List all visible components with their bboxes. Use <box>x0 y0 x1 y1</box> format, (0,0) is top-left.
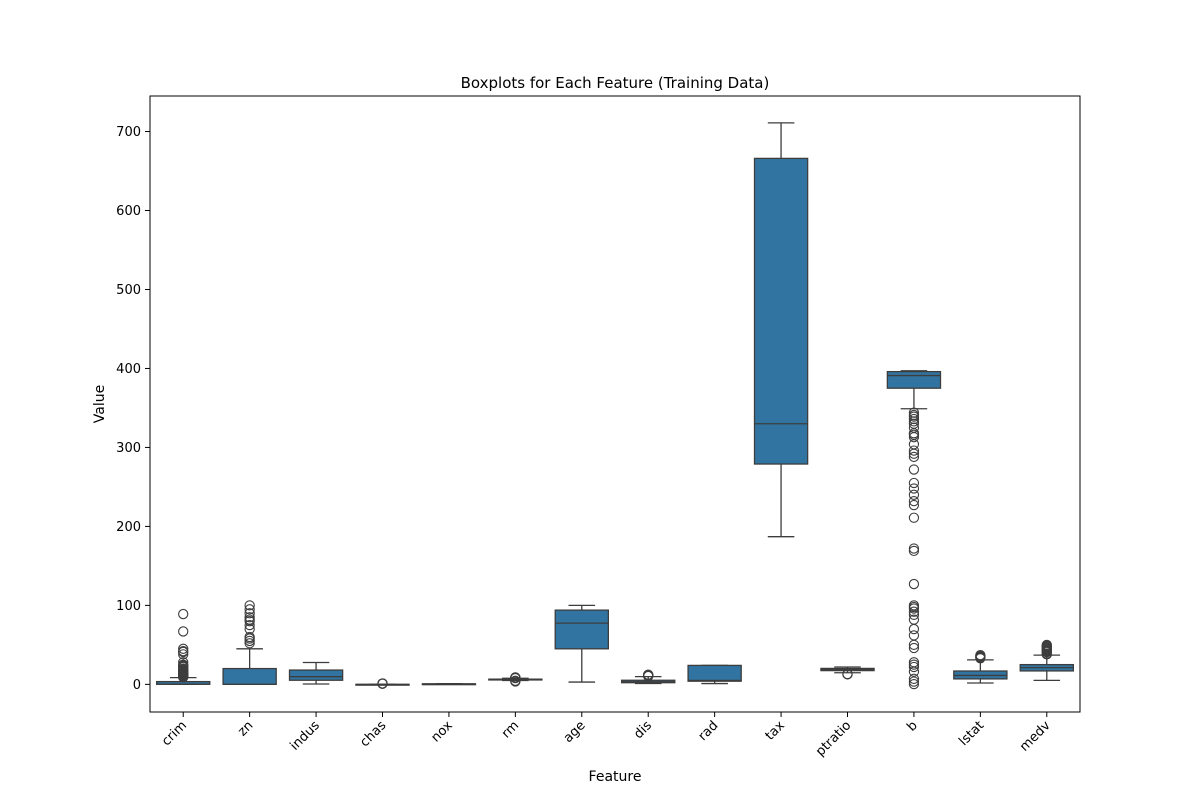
outlier-b <box>908 543 920 554</box>
outlier-b <box>908 630 920 641</box>
x-tick-label: dis <box>631 718 655 742</box>
y-tick-label: 0 <box>133 678 141 693</box>
box-b <box>886 370 942 389</box>
x-tick-label: b <box>904 718 920 734</box>
outlier-zn <box>244 638 255 649</box>
outlier-b <box>908 413 920 425</box>
outlier-crim <box>178 657 189 668</box>
outlier-b <box>908 606 920 617</box>
outlier-b <box>908 409 920 421</box>
y-tick-label: 400 <box>116 362 141 377</box>
outlier-crim <box>178 646 189 657</box>
outlier-b <box>908 451 920 463</box>
outlier-b <box>908 477 920 489</box>
outlier-zn <box>244 631 255 643</box>
outlier-b <box>908 578 920 590</box>
outlier-crim <box>178 626 189 637</box>
outlier-zn <box>244 635 255 647</box>
y-tick-label: 600 <box>116 204 141 219</box>
outlier-b <box>908 464 920 475</box>
x-tick-label: rad <box>696 718 722 744</box>
outlier-b <box>908 673 920 684</box>
plot-frame <box>149 95 1081 713</box>
outlier-ptratio <box>842 668 853 680</box>
outlier-b <box>908 623 920 635</box>
outlier-b <box>908 545 920 557</box>
outlier-zn <box>244 619 255 631</box>
outlier-rm <box>510 675 521 686</box>
outlier-b <box>908 489 920 500</box>
x-tick-label: indus <box>287 718 323 754</box>
x-tick-label: zn <box>235 718 256 739</box>
outlier-b <box>908 495 920 507</box>
y-axis-label: Value <box>92 385 108 423</box>
outlier-rm <box>510 672 521 683</box>
x-tick-label: nox <box>429 718 456 745</box>
y-tick-label: 100 <box>116 599 141 614</box>
outlier-b <box>908 600 920 611</box>
x-tick-label: ptratio <box>813 718 854 759</box>
outlier-crim <box>178 659 189 670</box>
x-tick-label: medv <box>1017 718 1054 755</box>
outlier-b <box>908 407 920 418</box>
x-tick-label: chas <box>357 718 389 750</box>
box-indus <box>288 669 344 681</box>
y-tick-label: 700 <box>116 125 141 140</box>
outlier-b <box>908 676 920 687</box>
outlier-chas <box>377 678 388 689</box>
outlier-b <box>908 512 920 523</box>
outlier-b <box>908 657 920 668</box>
x-tick-label: lstat <box>956 718 987 749</box>
outlier-b <box>908 614 920 625</box>
outlier-b <box>908 642 920 654</box>
outlier-zn <box>244 608 255 619</box>
outlier-b <box>908 661 920 673</box>
outlier-b <box>908 499 920 511</box>
outlier-zn <box>244 600 255 611</box>
outlier-b <box>908 445 920 456</box>
outlier-b <box>908 678 920 690</box>
outlier-b <box>908 659 920 670</box>
box-tax <box>753 157 809 465</box>
y-tick-label: 200 <box>116 520 141 535</box>
box-zn <box>222 667 277 686</box>
x-tick-label: rm <box>499 718 522 741</box>
outlier-crim <box>178 649 189 660</box>
x-tick-label: tax <box>763 718 789 744</box>
outlier-zn <box>244 604 255 615</box>
outlier-crim <box>178 608 189 620</box>
outlier-b <box>908 483 920 494</box>
box-rad <box>687 664 742 682</box>
chart-title: Boxplots for Each Feature (Training Data… <box>461 74 770 92</box>
outlier-dis <box>643 669 654 680</box>
outlier-medv <box>1041 639 1052 651</box>
plot-area: 0 100 200 300 400 500 600 700 crim zn indus chas nox… <box>116 95 1081 759</box>
outlier-zn <box>244 614 255 625</box>
box-age <box>554 609 610 650</box>
x-axis-label: Feature <box>589 769 642 785</box>
x-tick-label: crim <box>159 718 190 749</box>
outlier-crim <box>178 643 189 654</box>
outlier-lstat <box>975 649 986 661</box>
y-tick-label: 300 <box>116 441 141 456</box>
outlier-zn <box>244 612 255 623</box>
y-tick-label: 500 <box>116 283 141 298</box>
x-tick-label: age <box>561 718 589 746</box>
